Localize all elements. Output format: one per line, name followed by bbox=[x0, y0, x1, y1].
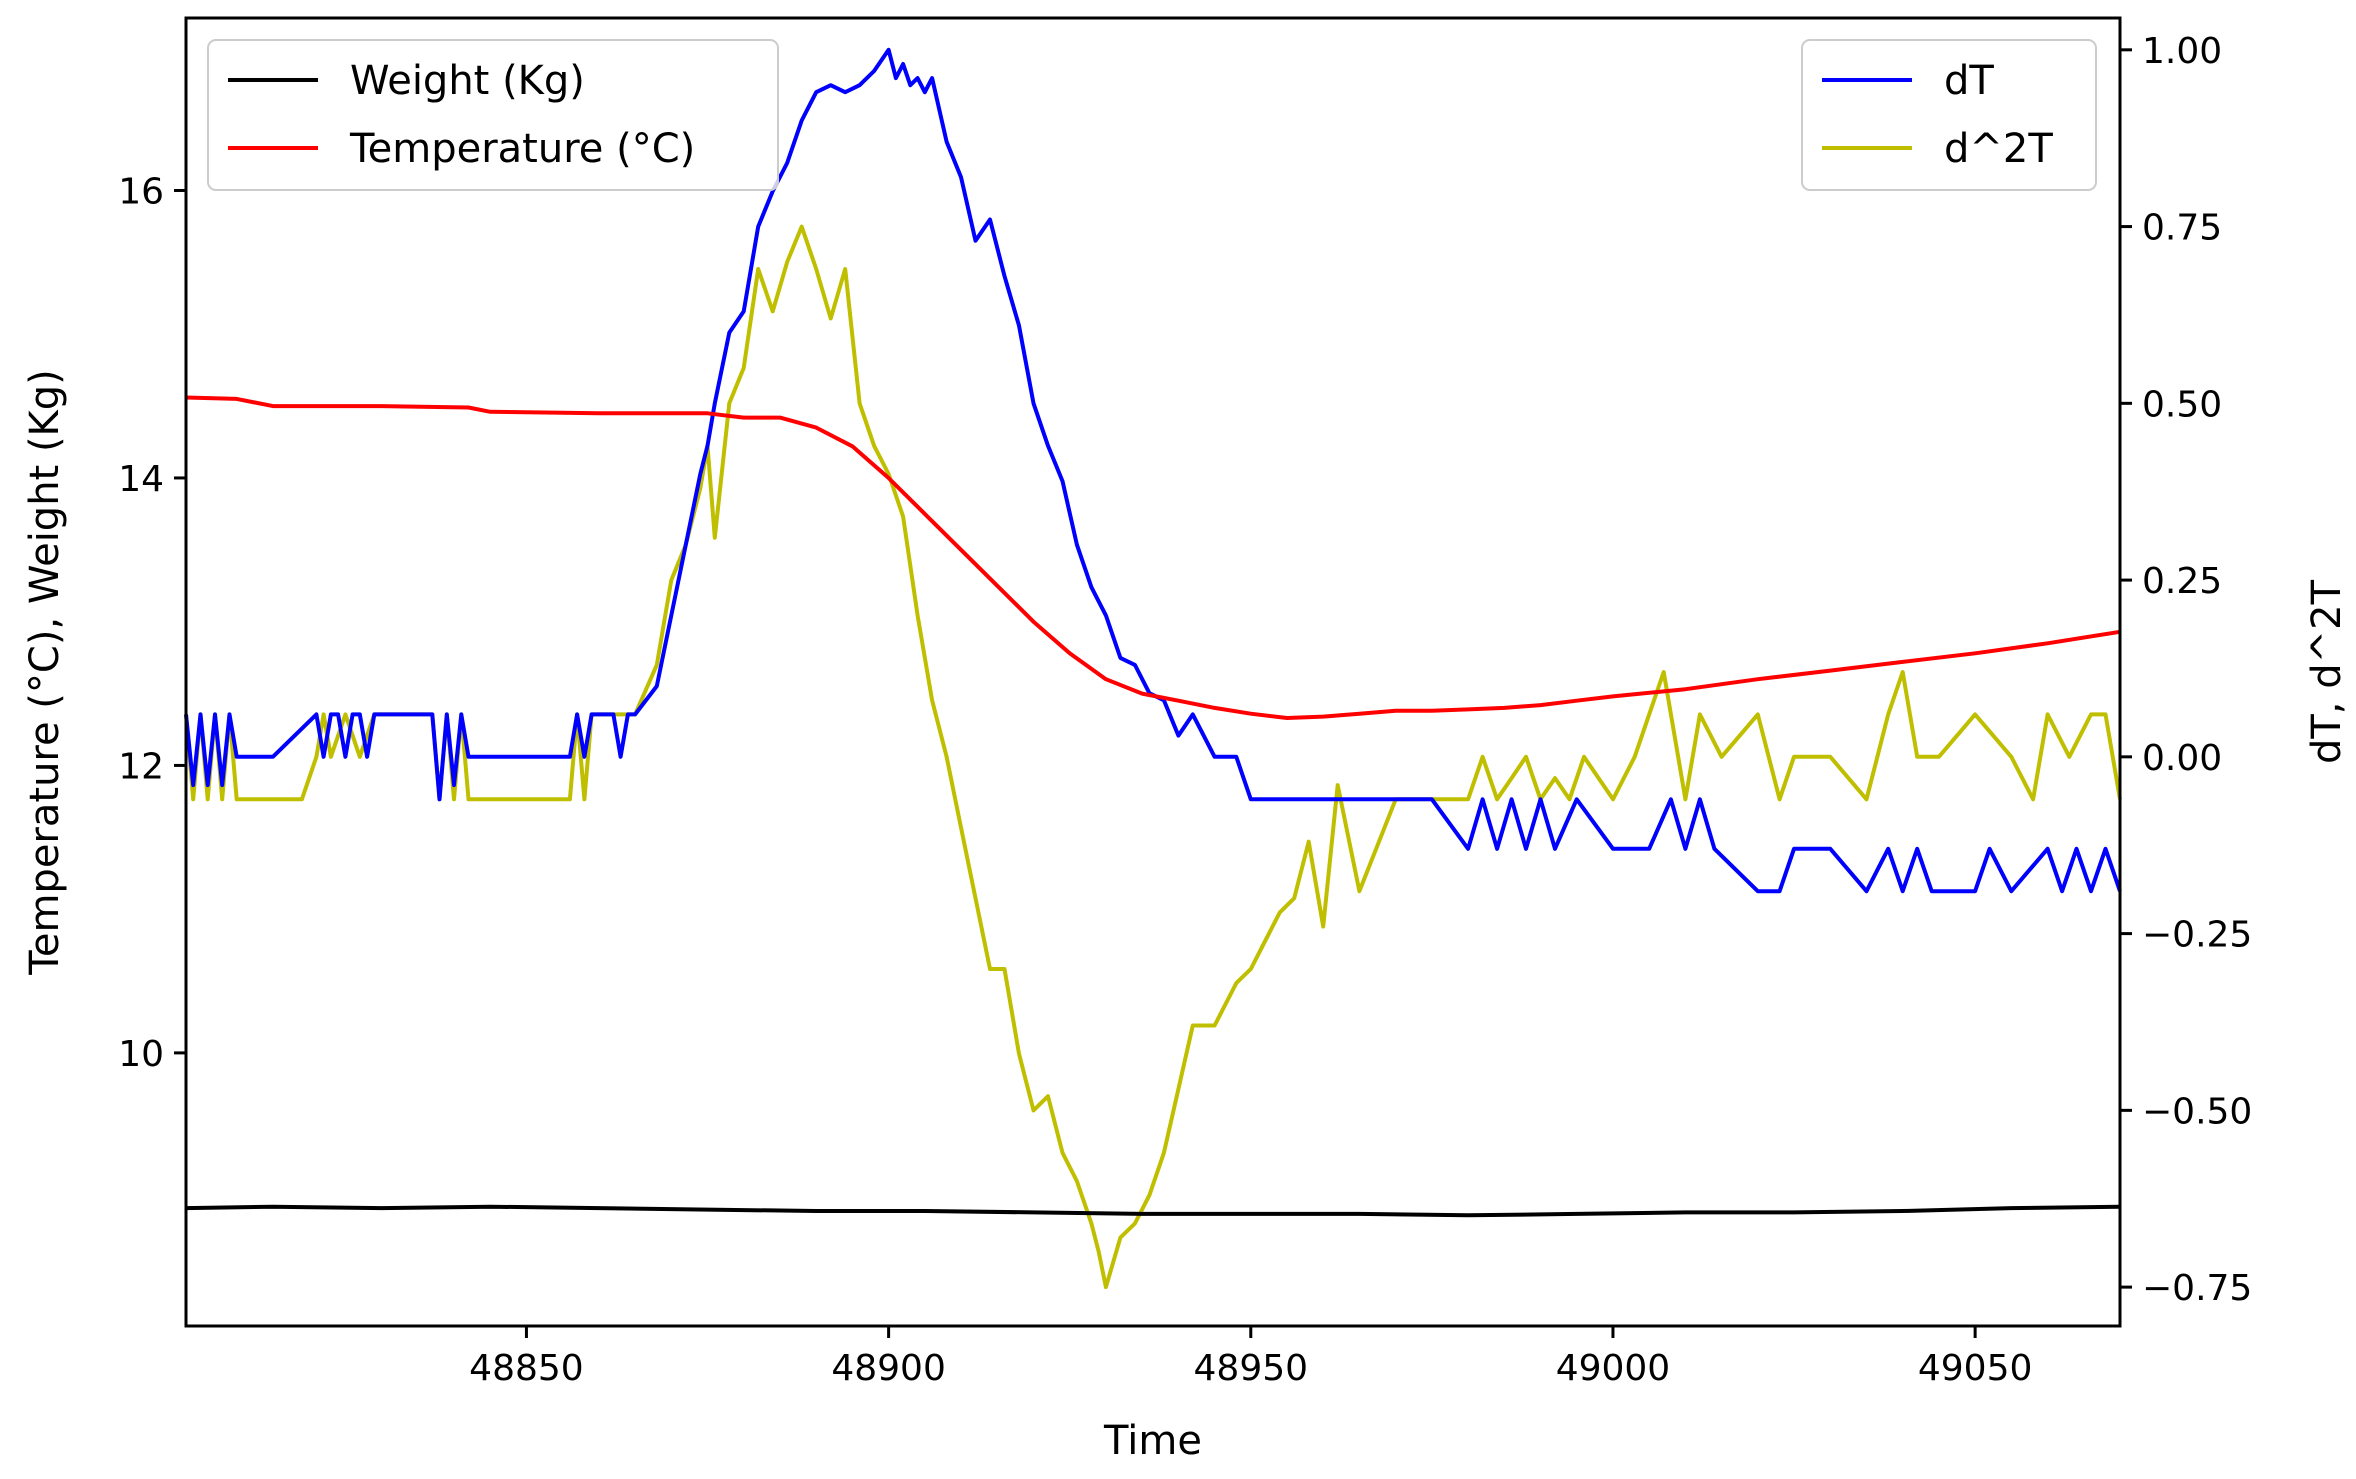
y-right-tick-label-5: 0.50 bbox=[2142, 384, 2222, 425]
x-axis-label: Time bbox=[1103, 1418, 1202, 1464]
y-axis-label-right: dT, d^2T bbox=[2304, 579, 2350, 764]
y-right-tick-label-0: −0.75 bbox=[2142, 1268, 2252, 1309]
y-right-tick-label-6: 0.75 bbox=[2142, 208, 2222, 249]
series-layer bbox=[184, 47, 2122, 1290]
x-tick-label-3: 49000 bbox=[1556, 1348, 1671, 1389]
legend-right-label-1: d^2T bbox=[1944, 126, 2053, 172]
y-left-tick-label-1: 12 bbox=[118, 746, 164, 787]
legend-left-box bbox=[207, 39, 779, 191]
x-tick-label-0: 48850 bbox=[469, 1348, 584, 1389]
y-left-tick-label-3: 16 bbox=[118, 171, 164, 212]
y-left-tick-label-0: 10 bbox=[118, 1034, 164, 1075]
legend-right-box bbox=[1801, 39, 2097, 191]
x-tick-label-4: 49050 bbox=[1918, 1348, 2033, 1389]
y-axis-label-left: Temperature (°C), Weight (Kg) bbox=[22, 369, 68, 976]
legend-left-label-1: Temperature (°C) bbox=[349, 126, 695, 172]
y-right-tick-label-2: −0.25 bbox=[2142, 915, 2252, 956]
series-line-2 bbox=[184, 47, 2122, 894]
y-left-tick-label-2: 14 bbox=[118, 459, 164, 500]
series-line-1 bbox=[185, 395, 2121, 720]
series-line-0 bbox=[185, 1204, 2121, 1218]
y-right-tick-label-4: 0.25 bbox=[2142, 561, 2222, 602]
legend-left-label-0: Weight (Kg) bbox=[350, 58, 585, 104]
x-tick-label-1: 48900 bbox=[831, 1348, 946, 1389]
legend-left: Weight (Kg) Temperature (°C) bbox=[207, 39, 779, 191]
y-right-tick-label-7: 1.00 bbox=[2142, 31, 2222, 72]
axes-layer: 48850 48900 48950 49000 49050 10 12 14 16 −0.75 −0… bbox=[118, 31, 2252, 1389]
plot-frame bbox=[184, 16, 2122, 1328]
legend-right-label-0: dT bbox=[1944, 58, 1994, 104]
y-right-tick-label-3: 0.00 bbox=[2142, 738, 2222, 779]
x-tick-label-2: 48950 bbox=[1194, 1348, 1309, 1389]
y-right-tick-label-1: −0.50 bbox=[2142, 1091, 2252, 1132]
legend-right: dT d^2T bbox=[1801, 39, 2097, 191]
